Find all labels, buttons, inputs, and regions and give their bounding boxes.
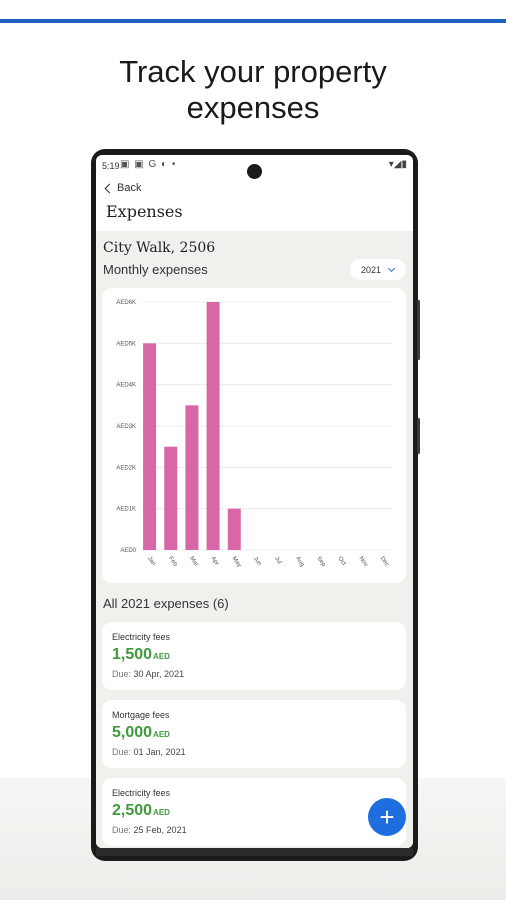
- system-icons: ▾◢▮: [388, 159, 407, 170]
- content-area[interactable]: City Walk, 2506 Monthly expenses 2021 AE…: [96, 231, 413, 848]
- amount-currency: AED: [153, 808, 170, 817]
- volume-button: [417, 300, 420, 360]
- amount-value: 2,500: [112, 802, 153, 819]
- x-tick-label: Dec: [379, 556, 390, 568]
- monthly-expenses-chart: AED0 AED1K AED2K AED3K AED4K AED5K AED6K Jan Feb…: [102, 288, 406, 583]
- headline-line-2: expenses: [186, 90, 320, 125]
- y-tick-label: AED2K: [116, 465, 136, 471]
- bar-jan: [143, 343, 157, 550]
- due-label: Due:: [112, 825, 132, 835]
- expense-amount: 2,500AED: [112, 802, 170, 820]
- power-button: [417, 418, 420, 454]
- y-tick-label: AED5K: [116, 341, 136, 347]
- x-tick-label: Apr: [209, 556, 219, 567]
- expense-card[interactable]: Mortgage fees 5,000AED Due: 01 Jan, 2021: [102, 700, 406, 768]
- page-title: Expenses: [106, 202, 183, 221]
- due-date: 30 Apr, 2021: [133, 669, 185, 679]
- expense-title: Electricity fees: [112, 788, 171, 798]
- chevron-left-icon: [104, 183, 115, 193]
- headline-line-1: Track your property: [119, 54, 387, 89]
- amount-currency: AED: [153, 652, 170, 661]
- x-tick-label: Nov: [358, 556, 369, 568]
- add-expense-button[interactable]: +: [368, 798, 406, 836]
- x-tick-label: Oct: [336, 556, 346, 567]
- status-time: 5:19: [102, 161, 120, 171]
- y-tick-label: AED6K: [116, 300, 136, 306]
- top-accent-rule: [0, 19, 506, 23]
- expense-card[interactable]: Electricity fees 2,500AED Due: 25 Feb, 2…: [102, 778, 406, 846]
- x-tick-label: Jan: [146, 556, 156, 567]
- x-tick-label: Jul: [273, 556, 282, 566]
- expense-title: Electricity fees: [112, 632, 171, 642]
- back-label: Back: [117, 182, 142, 194]
- expense-amount: 1,500AED: [112, 646, 170, 664]
- expense-amount: 5,000AED: [112, 724, 170, 742]
- year-dropdown[interactable]: 2021: [350, 259, 406, 280]
- promo-headline: Track your property expenses: [0, 54, 506, 126]
- x-tick-label: Feb: [167, 556, 178, 568]
- x-tick-label: Aug: [294, 556, 305, 568]
- camera-cutout: [247, 164, 262, 179]
- x-tick-label: May: [231, 556, 242, 569]
- phone-bottom-bezel: [96, 848, 413, 856]
- due-label: Due:: [112, 747, 132, 757]
- bar-mar: [185, 405, 199, 550]
- all-expenses-label: All 2021 expenses (6): [103, 596, 229, 611]
- amount-value: 5,000: [112, 724, 153, 741]
- phone-screen: 5:19 ▣ ▣ G ◐ • ▾◢▮ Back Expenses City Wa…: [96, 155, 413, 848]
- bar-chart-svg: AED0 AED1K AED2K AED3K AED4K AED5K AED6K Jan Feb…: [116, 300, 392, 569]
- chevron-down-icon: [387, 264, 396, 272]
- bar-apr: [206, 302, 220, 550]
- x-tick-label: Jun: [252, 556, 262, 567]
- y-tick-label: AED3K: [116, 424, 136, 430]
- y-tick-label: AED0: [120, 548, 136, 554]
- property-name: City Walk, 2506: [103, 240, 216, 256]
- bar-may: [227, 508, 241, 550]
- amount-currency: AED: [153, 730, 170, 739]
- monthly-expenses-label: Monthly expenses: [103, 262, 208, 277]
- status-bar: 5:19 ▣ ▣ G ◐ • ▾◢▮: [96, 155, 413, 177]
- due-date: 01 Jan, 2021: [133, 747, 186, 757]
- bar-feb: [164, 446, 178, 550]
- expense-due: Due: 25 Feb, 2021: [112, 825, 187, 835]
- y-tick-label: AED1K: [116, 507, 136, 513]
- due-date: 25 Feb, 2021: [133, 825, 187, 835]
- x-tick-label: Mar: [188, 556, 199, 568]
- back-button[interactable]: Back: [104, 182, 141, 194]
- due-label: Due:: [112, 669, 132, 679]
- amount-value: 1,500: [112, 646, 153, 663]
- expense-due: Due: 01 Jan, 2021: [112, 747, 186, 757]
- expense-due: Due: 30 Apr, 2021: [112, 669, 184, 679]
- notification-icons: ▣ ▣ G ◐ •: [120, 159, 177, 170]
- year-value: 2021: [361, 264, 382, 275]
- expense-title: Mortgage fees: [112, 710, 170, 720]
- expense-card[interactable]: Electricity fees 1,500AED Due: 30 Apr, 2…: [102, 622, 406, 690]
- plus-icon: +: [379, 802, 395, 832]
- y-tick-label: AED4K: [116, 383, 136, 389]
- x-tick-label: Sep: [315, 556, 326, 569]
